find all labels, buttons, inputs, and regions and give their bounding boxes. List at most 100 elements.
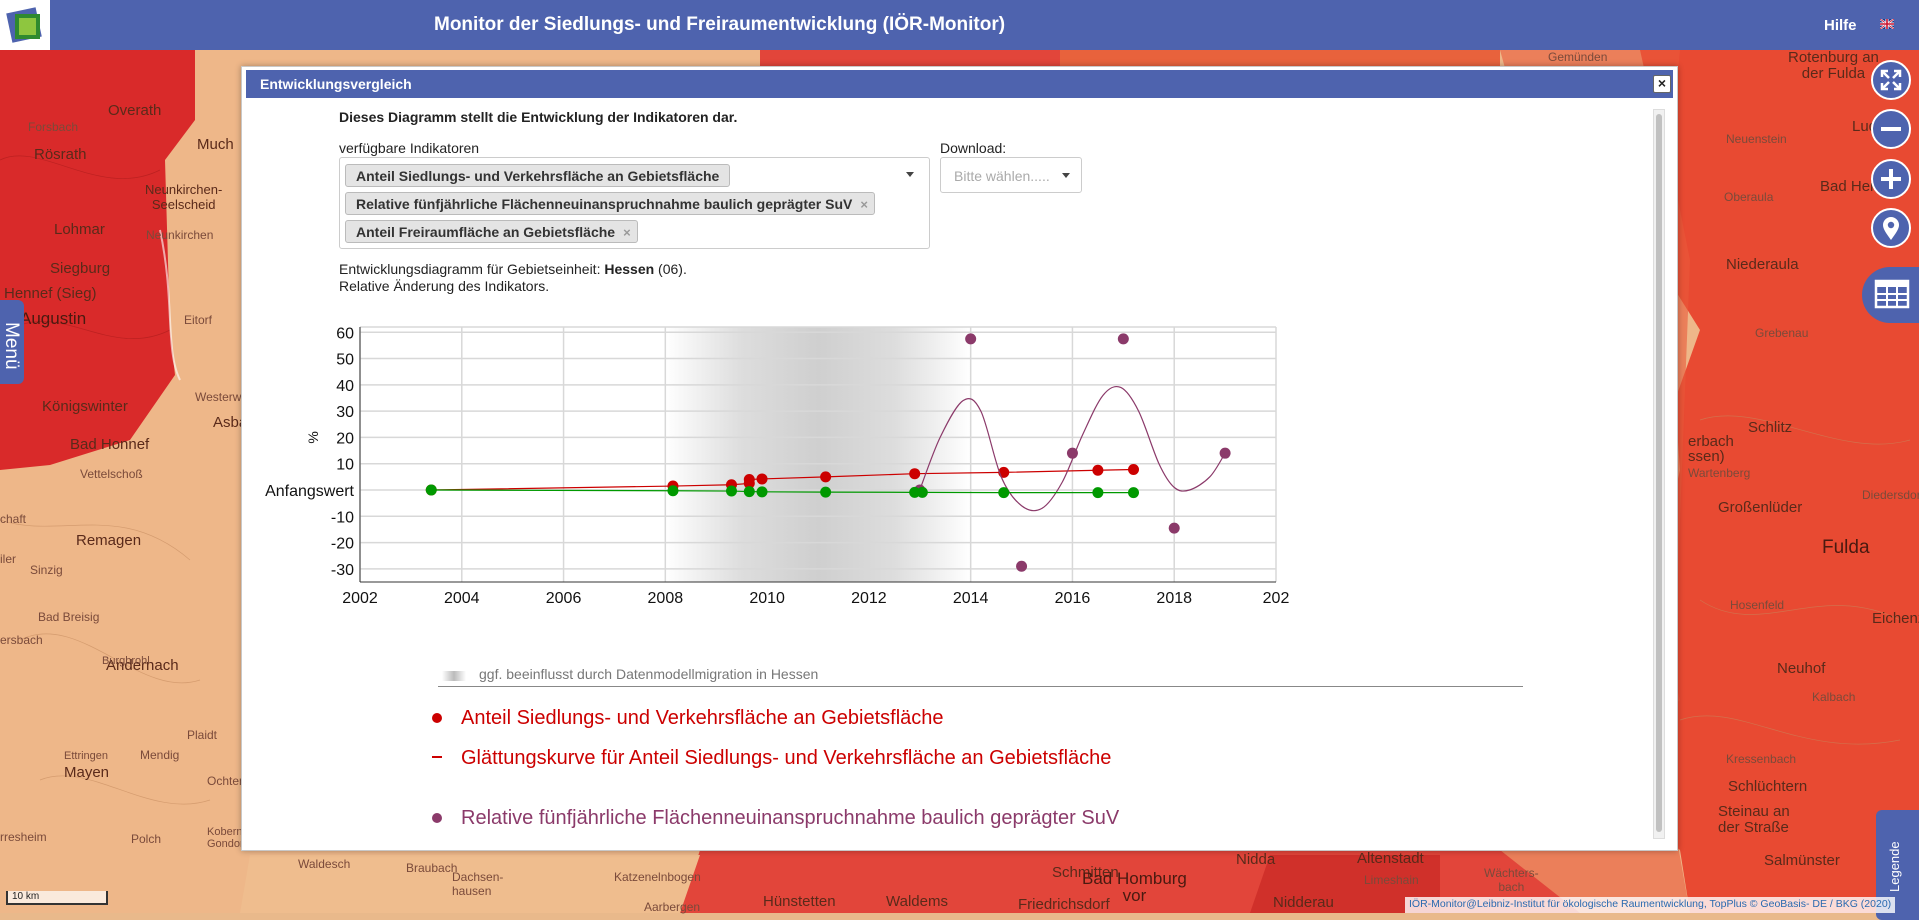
map-label: Neuhof: [1777, 660, 1826, 677]
region-name: Hessen: [604, 261, 655, 277]
data-point-flaechenneu: [1168, 522, 1180, 534]
y-tick-label: 30: [336, 404, 354, 421]
map-label: Nidda: [1236, 851, 1276, 868]
dialog-title: Entwicklungsvergleich: [260, 76, 412, 92]
indicators-multiselect[interactable]: Anteil Siedlungs- und Verkehrsfläche an …: [339, 157, 930, 249]
map-label: Katzenelnbogen: [614, 870, 701, 884]
map-label: Hünstetten: [763, 893, 836, 910]
data-point-flaechenneu: [1117, 333, 1129, 345]
map-label: Diedersdorf: [1862, 488, 1919, 502]
map-attribution[interactable]: IÖR-Monitor@Leibniz-Institut für ökologi…: [1405, 897, 1896, 913]
chevron-down-icon: [1062, 173, 1070, 178]
scrollbar-thumb[interactable]: [1656, 114, 1662, 832]
app-title: Monitor der Siedlungs- und Freiraumentwi…: [434, 14, 1006, 35]
dialog-scrollbar[interactable]: [1653, 109, 1665, 839]
data-point-suv: [1128, 463, 1140, 475]
map-label: Aarbergen: [644, 900, 701, 914]
locate-button[interactable]: [1871, 208, 1911, 248]
indicator-chip: Anteil Siedlungs- und Verkehrsfläche an …: [345, 164, 730, 187]
zoom-in-button[interactable]: [1871, 159, 1911, 199]
data-point-freiraum: [725, 485, 737, 497]
data-point-suv: [909, 468, 921, 480]
migration-shade: [665, 327, 971, 582]
app-logo[interactable]: [0, 0, 50, 50]
table-view-button[interactable]: [1862, 267, 1919, 323]
map-label: Altenstadt: [1357, 850, 1424, 867]
map-label: Rotenburg an der Fulda: [1788, 49, 1879, 82]
map-label: Neuenstein: [1726, 132, 1787, 146]
menu-tab[interactable]: Menü: [0, 300, 24, 384]
map-label: Plaidt: [187, 728, 218, 742]
data-point-freiraum: [667, 485, 679, 497]
minus-icon: [1881, 127, 1901, 131]
x-tick-label: 2002: [342, 590, 378, 607]
map-label: Großenlüder: [1718, 499, 1803, 516]
download-label: Download:: [940, 140, 1007, 156]
legend-label: Anteil Siedlungs- und Verkehrsfläche an …: [461, 707, 944, 729]
dialog-header[interactable]: Entwicklungsvergleich ×: [246, 70, 1673, 98]
map-label: Hosenfeld: [1730, 598, 1785, 612]
map-label: Steinau an der Straße: [1718, 803, 1790, 836]
map-label: Salmünster: [1764, 852, 1840, 869]
data-point-suv: [820, 471, 832, 483]
y-tick-label: -10: [331, 509, 354, 526]
data-point-suv: [756, 473, 768, 485]
remove-chip-icon[interactable]: ×: [860, 197, 868, 212]
legend-line-icon: [432, 756, 442, 758]
map-label: Fulda: [1822, 537, 1870, 558]
zoom-out-button[interactable]: [1871, 109, 1911, 149]
legend-tab-label: Legende: [1887, 841, 1902, 892]
map-label: Waldems: [886, 893, 948, 910]
map-label: Schlitz: [1748, 419, 1793, 436]
x-tick-label: 2012: [851, 590, 887, 607]
map-label: Polch: [131, 832, 162, 846]
data-point-suv: [743, 473, 755, 485]
map-label: erbach ssen): [1688, 433, 1734, 465]
download-select[interactable]: Bitte wählen.....: [940, 157, 1082, 193]
map-label: Kressenbach: [1726, 752, 1797, 766]
y-tick-label: -30: [331, 562, 354, 579]
development-chart[interactable]: 2002 2004 2006 2008 2010 2012 2014 2016 2018 2026…: [242, 303, 1642, 623]
data-point-freiraum: [1092, 487, 1104, 499]
comparison-dialog: Entwicklungsvergleich × Dieses Diagramm …: [241, 66, 1678, 851]
indicator-chip: Anteil Freiraumfläche an Gebietsfläche ×: [345, 220, 638, 243]
chevron-down-icon[interactable]: [906, 172, 914, 177]
map-label: Bad Homburg vor: [1082, 869, 1187, 905]
close-icon: ×: [1657, 75, 1667, 91]
table-icon: [1874, 279, 1910, 309]
download-placeholder: Bitte wählen.....: [954, 168, 1050, 184]
data-point-freiraum: [820, 486, 832, 498]
map-label: Grebenau: [1755, 326, 1809, 340]
indicator-chip-label: Anteil Freiraumfläche an Gebietsfläche: [356, 224, 616, 240]
map-label: iler: [0, 552, 17, 566]
close-button[interactable]: ×: [1653, 75, 1671, 93]
region-code: (06).: [654, 261, 687, 277]
legend-dot-icon: [432, 813, 442, 823]
menu-tab-label: Menü: [1, 322, 22, 370]
description-prefix: Entwicklungsdiagramm für Gebietseinheit:: [339, 261, 605, 277]
map-label: Forsbach: [28, 120, 79, 134]
map-label: Neunkirchen- Seelscheid: [145, 182, 223, 212]
y-tick-label: 60: [336, 325, 354, 342]
map-pin-icon: [1883, 217, 1899, 240]
remove-chip-icon[interactable]: ×: [623, 225, 631, 240]
map-label: Eichenz: [1872, 610, 1919, 627]
fullscreen-button[interactable]: [1871, 60, 1911, 100]
map-label: Burgbrohl: [102, 655, 150, 667]
data-point-freiraum: [756, 486, 768, 498]
map-label: Schmitten: [1052, 864, 1119, 881]
app-header: Monitor der Siedlungs- und Freiraumentwi…: [0, 0, 1919, 50]
help-link[interactable]: Hilfe: [1824, 17, 1857, 34]
y-tick-label: Anfangswert: [265, 483, 354, 500]
map-label: Friedrichsdorf: [1018, 896, 1110, 913]
map-label: Kalbach: [1812, 690, 1856, 704]
y-tick-label: 50: [336, 352, 354, 369]
x-tick-label: 2006: [546, 590, 582, 607]
x-tick-label: 202: [1263, 590, 1290, 607]
uk-flag-icon[interactable]: [1880, 19, 1894, 29]
map-label: Ettringen: [64, 750, 109, 762]
map-label: Schlüchtern: [1728, 778, 1808, 795]
map-label: Overath: [108, 102, 162, 119]
indicator-chip-label: Relative fünfjährliche Flächenneuinanspr…: [356, 196, 853, 212]
data-point-freiraum: [1128, 487, 1140, 499]
